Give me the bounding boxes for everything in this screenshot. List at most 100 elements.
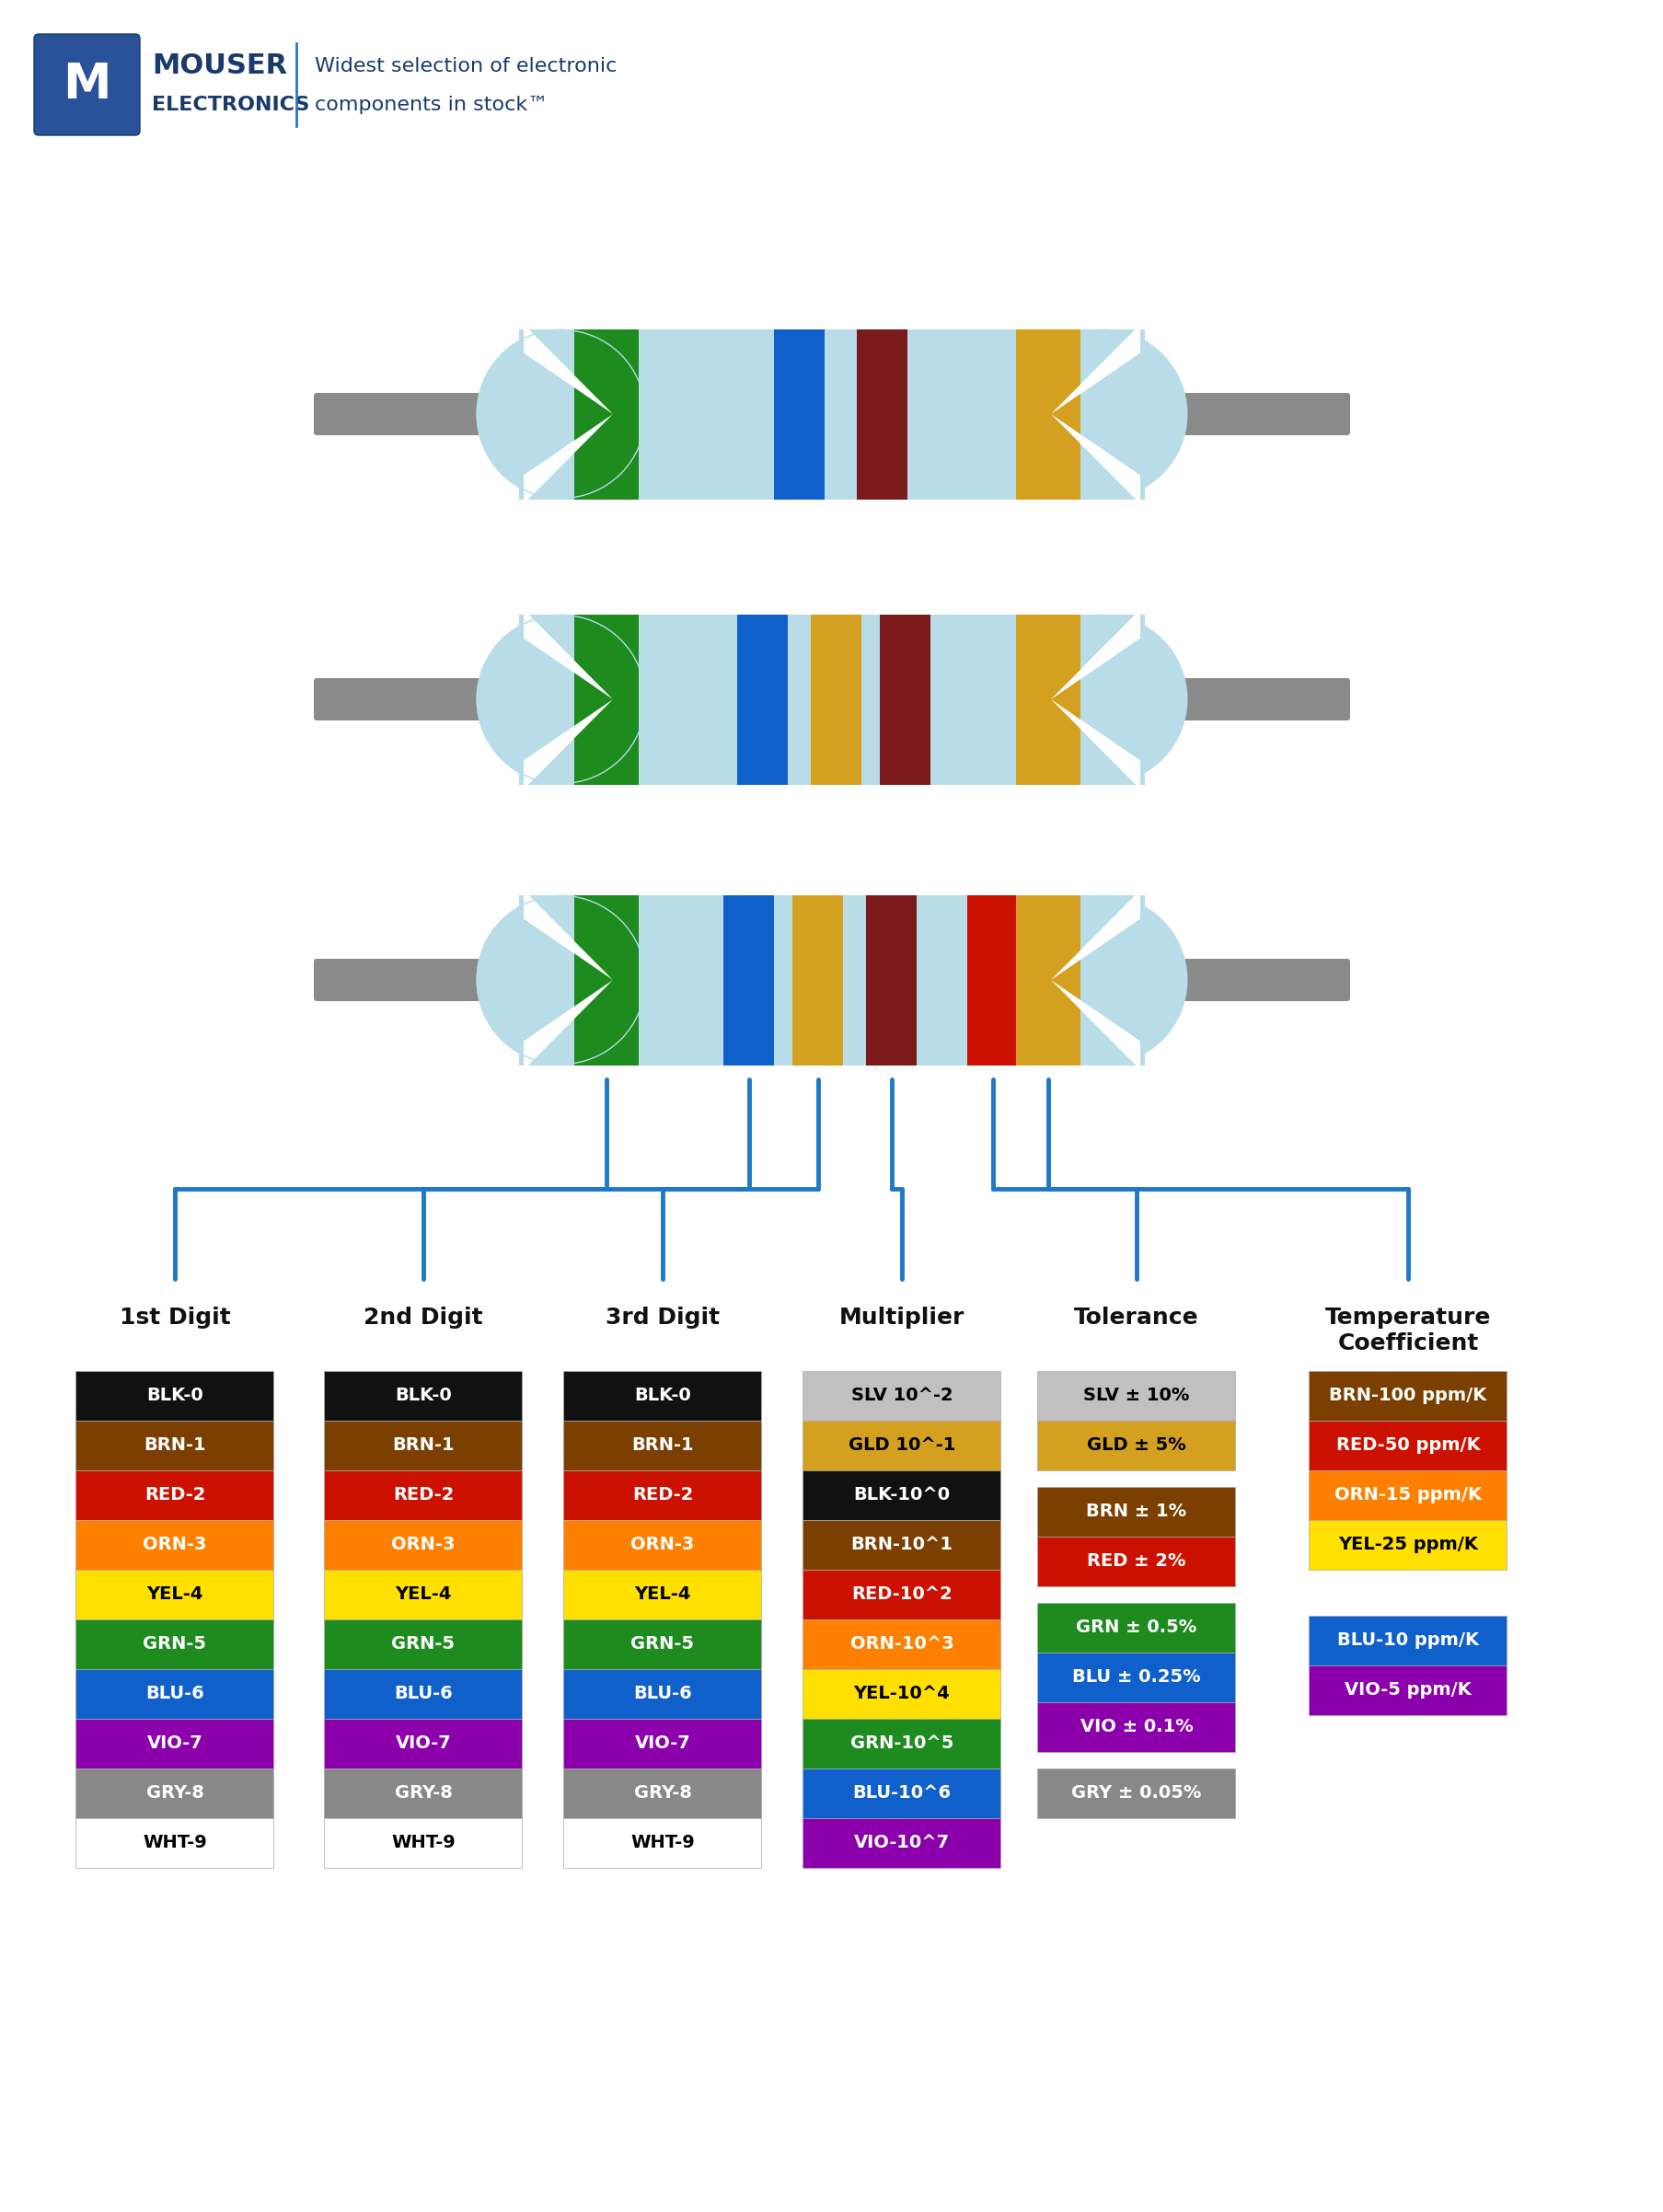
- FancyBboxPatch shape: [33, 33, 140, 135]
- Text: VIO ± 0.1%: VIO ± 0.1%: [1079, 1719, 1192, 1736]
- Bar: [1309, 1420, 1507, 1471]
- Polygon shape: [524, 699, 612, 790]
- Bar: [1309, 1520, 1507, 1571]
- Bar: [76, 1420, 274, 1471]
- Text: BRN-1: BRN-1: [392, 1438, 454, 1453]
- Bar: [803, 1520, 999, 1571]
- Bar: [803, 1619, 999, 1670]
- Text: GRN-5: GRN-5: [630, 1635, 693, 1652]
- Text: MOUSER: MOUSER: [151, 53, 288, 80]
- Text: Widest selection of electronic: Widest selection of electronic: [314, 58, 617, 75]
- Text: GRY-8: GRY-8: [394, 1785, 452, 1803]
- Bar: [803, 1818, 999, 1867]
- Bar: [574, 615, 639, 785]
- Polygon shape: [524, 699, 612, 790]
- Bar: [324, 1719, 522, 1770]
- Polygon shape: [524, 980, 612, 1071]
- Text: YEL-10^4: YEL-10^4: [853, 1686, 950, 1703]
- Text: Tolerance: Tolerance: [1074, 1307, 1199, 1329]
- Bar: [1038, 1604, 1236, 1652]
- Text: YEL-25 ppm/K: YEL-25 ppm/K: [1337, 1535, 1477, 1553]
- FancyBboxPatch shape: [1141, 394, 1349, 436]
- Bar: [1038, 1486, 1236, 1537]
- Polygon shape: [524, 414, 612, 504]
- Text: ORN-3: ORN-3: [630, 1535, 693, 1553]
- Bar: [1038, 1703, 1236, 1752]
- Bar: [324, 1670, 522, 1719]
- Circle shape: [1018, 330, 1186, 498]
- Bar: [866, 896, 916, 1064]
- Bar: [564, 1571, 762, 1619]
- Bar: [76, 1471, 274, 1520]
- Text: BRN ± 1%: BRN ± 1%: [1086, 1502, 1186, 1520]
- Text: VIO-7: VIO-7: [146, 1734, 203, 1752]
- Text: BRN-100 ppm/K: BRN-100 ppm/K: [1329, 1387, 1487, 1405]
- Text: WHT-9: WHT-9: [391, 1834, 456, 1851]
- Text: RED-10^2: RED-10^2: [851, 1586, 951, 1604]
- Bar: [76, 1818, 274, 1867]
- Polygon shape: [524, 889, 612, 980]
- Bar: [574, 896, 639, 1064]
- Bar: [1038, 1537, 1236, 1586]
- Bar: [792, 896, 843, 1064]
- Text: RED ± 2%: RED ± 2%: [1086, 1553, 1186, 1571]
- Text: BLU-6: BLU-6: [145, 1686, 205, 1703]
- Bar: [803, 1420, 999, 1471]
- Circle shape: [477, 896, 645, 1064]
- Polygon shape: [1051, 889, 1139, 980]
- Polygon shape: [1051, 611, 1139, 699]
- Text: BLU-10^6: BLU-10^6: [851, 1785, 951, 1803]
- Text: GLD ± 5%: GLD ± 5%: [1086, 1438, 1186, 1453]
- Polygon shape: [524, 414, 612, 504]
- Text: GRY-8: GRY-8: [634, 1785, 692, 1803]
- Polygon shape: [524, 980, 612, 1071]
- Bar: [76, 1619, 274, 1670]
- Polygon shape: [524, 611, 612, 699]
- Polygon shape: [1051, 699, 1139, 790]
- Bar: [1038, 1371, 1236, 1420]
- Bar: [564, 1818, 762, 1867]
- Polygon shape: [1051, 325, 1139, 414]
- Text: RED-2: RED-2: [145, 1486, 205, 1504]
- Bar: [324, 1471, 522, 1520]
- Circle shape: [1018, 615, 1186, 783]
- Bar: [324, 1520, 522, 1571]
- Bar: [564, 1619, 762, 1670]
- Text: 3rd Digit: 3rd Digit: [605, 1307, 720, 1329]
- Text: GLD 10^-1: GLD 10^-1: [848, 1438, 955, 1453]
- Text: BRN-1: BRN-1: [632, 1438, 693, 1453]
- Text: Multiplier: Multiplier: [838, 1307, 965, 1329]
- Text: GRN-10^5: GRN-10^5: [850, 1734, 953, 1752]
- FancyBboxPatch shape: [314, 394, 522, 436]
- Text: BLK-0: BLK-0: [146, 1387, 203, 1405]
- Bar: [564, 1670, 762, 1719]
- Bar: [773, 330, 825, 500]
- Text: VIO-10^7: VIO-10^7: [853, 1834, 950, 1851]
- Text: VIO-7: VIO-7: [634, 1734, 690, 1752]
- Bar: [76, 1520, 274, 1571]
- Polygon shape: [1051, 980, 1139, 1071]
- Polygon shape: [524, 889, 612, 980]
- Text: BRN-10^1: BRN-10^1: [850, 1535, 953, 1553]
- Text: WHT-9: WHT-9: [143, 1834, 206, 1851]
- Text: GRN-5: GRN-5: [143, 1635, 206, 1652]
- Bar: [1309, 1471, 1507, 1520]
- Text: RED-2: RED-2: [632, 1486, 693, 1504]
- Polygon shape: [524, 325, 612, 414]
- Bar: [324, 1371, 522, 1420]
- Text: M: M: [63, 60, 111, 108]
- Bar: [564, 1770, 762, 1818]
- Circle shape: [477, 330, 645, 498]
- Bar: [803, 1770, 999, 1818]
- Text: 1st Digit: 1st Digit: [120, 1307, 229, 1329]
- Bar: [1016, 896, 1079, 1064]
- Circle shape: [477, 615, 645, 783]
- Text: ORN-15 ppm/K: ORN-15 ppm/K: [1334, 1486, 1480, 1504]
- Polygon shape: [1051, 699, 1139, 790]
- Bar: [324, 1619, 522, 1670]
- Bar: [803, 1571, 999, 1619]
- Bar: [324, 1770, 522, 1818]
- Text: Temperature
Coefficient: Temperature Coefficient: [1324, 1307, 1490, 1354]
- Text: ELECTRONICS: ELECTRONICS: [151, 95, 309, 115]
- Text: BRN-1: BRN-1: [143, 1438, 206, 1453]
